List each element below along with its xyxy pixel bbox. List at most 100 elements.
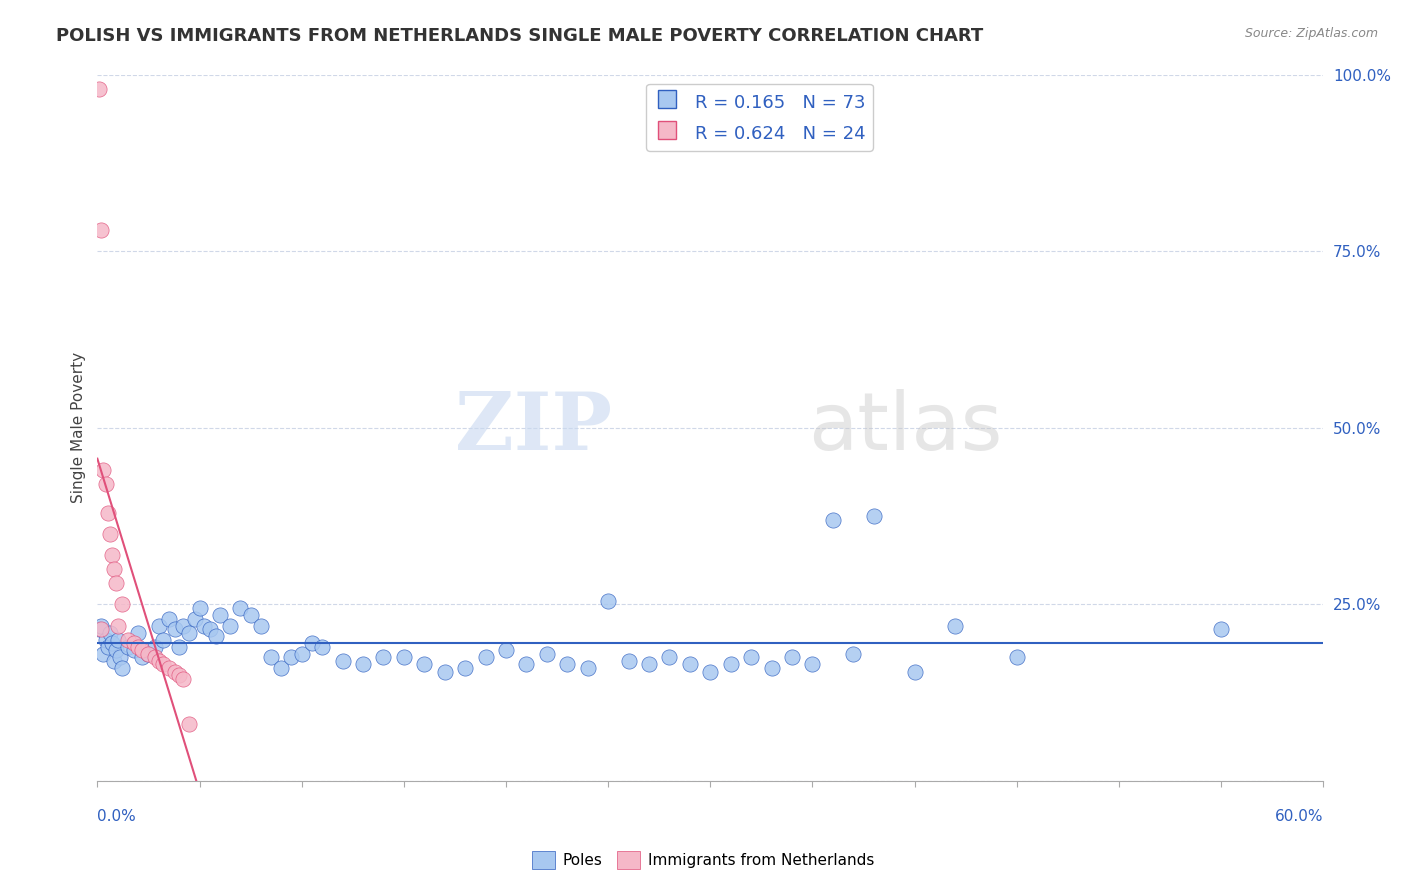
Point xyxy=(90,618,112,632)
Point xyxy=(89,622,111,636)
Point xyxy=(515,657,537,672)
Point xyxy=(152,657,174,672)
Point xyxy=(1211,622,1233,636)
Text: ZIP: ZIP xyxy=(456,389,612,467)
Point xyxy=(188,601,211,615)
Point xyxy=(138,647,160,661)
Point xyxy=(143,650,166,665)
Point xyxy=(658,650,681,665)
Point xyxy=(148,618,170,632)
Point xyxy=(352,657,374,672)
Text: POLISH VS IMMIGRANTS FROM NETHERLANDS SINGLE MALE POVERTY CORRELATION CHART: POLISH VS IMMIGRANTS FROM NETHERLANDS SI… xyxy=(56,27,983,45)
Point xyxy=(163,622,186,636)
Point xyxy=(90,622,112,636)
Point xyxy=(740,650,762,665)
Point xyxy=(107,632,129,647)
Point xyxy=(598,594,620,608)
Point xyxy=(179,625,201,640)
Point xyxy=(184,611,207,625)
Legend: R = 0.165   N = 73, R = 0.624   N = 24: R = 0.165 N = 73, R = 0.624 N = 24 xyxy=(645,84,873,151)
Point xyxy=(474,650,496,665)
Point xyxy=(842,647,865,661)
Point xyxy=(117,640,139,654)
Point xyxy=(576,661,599,675)
Point xyxy=(152,632,174,647)
Point xyxy=(699,665,721,679)
Point xyxy=(103,562,125,576)
Point xyxy=(104,643,127,657)
Point xyxy=(193,618,215,632)
Point xyxy=(179,717,201,731)
Point xyxy=(280,650,302,665)
Point xyxy=(167,668,190,682)
Point xyxy=(679,657,702,672)
Text: 60.0%: 60.0% xyxy=(1275,809,1323,824)
Point xyxy=(291,647,314,661)
Point xyxy=(311,640,333,654)
Point xyxy=(97,506,120,520)
Point xyxy=(332,654,354,668)
Point xyxy=(270,661,292,675)
Point xyxy=(107,618,129,632)
Point xyxy=(117,632,139,647)
Point xyxy=(205,629,228,643)
Point xyxy=(148,654,170,668)
Text: Source: ZipAtlas.com: Source: ZipAtlas.com xyxy=(1244,27,1378,40)
Point xyxy=(495,643,517,657)
Point xyxy=(157,661,180,675)
Point xyxy=(904,665,927,679)
Point xyxy=(617,654,640,668)
Point xyxy=(219,618,242,632)
Point xyxy=(413,657,436,672)
Point xyxy=(93,463,115,477)
Point xyxy=(122,643,145,657)
Text: atlas: atlas xyxy=(808,389,1002,467)
Point xyxy=(536,647,558,661)
Y-axis label: Single Male Poverty: Single Male Poverty xyxy=(72,352,86,503)
Point xyxy=(720,657,742,672)
Point xyxy=(167,640,190,654)
Point xyxy=(945,618,967,632)
Point xyxy=(157,611,180,625)
Point xyxy=(143,640,166,654)
Point xyxy=(260,650,283,665)
Point xyxy=(454,661,477,675)
Point xyxy=(131,650,153,665)
Point xyxy=(131,643,153,657)
Point xyxy=(122,636,145,650)
Point xyxy=(89,81,111,95)
Point xyxy=(229,601,252,615)
Point xyxy=(208,607,231,622)
Point xyxy=(98,625,121,640)
Point xyxy=(100,636,122,650)
Point xyxy=(433,665,456,679)
Point xyxy=(108,650,131,665)
Point xyxy=(111,661,134,675)
Point xyxy=(638,657,661,672)
Point xyxy=(801,657,824,672)
Point xyxy=(172,672,194,686)
Point xyxy=(249,618,271,632)
Point xyxy=(555,657,578,672)
Point xyxy=(93,647,115,661)
Point xyxy=(127,625,149,640)
Point xyxy=(373,650,395,665)
Point xyxy=(98,526,121,541)
Point xyxy=(198,622,221,636)
Point xyxy=(90,223,112,237)
Point xyxy=(104,576,127,591)
Point xyxy=(239,607,262,622)
Point xyxy=(100,548,122,562)
Point xyxy=(127,640,149,654)
Text: 0.0%: 0.0% xyxy=(97,809,136,824)
Point xyxy=(761,661,783,675)
Point xyxy=(780,650,803,665)
Point xyxy=(163,665,186,679)
Point xyxy=(111,598,134,612)
Legend: Poles, Immigrants from Netherlands: Poles, Immigrants from Netherlands xyxy=(526,845,880,875)
Point xyxy=(172,618,194,632)
Point xyxy=(301,636,323,650)
Point xyxy=(103,654,125,668)
Point xyxy=(1005,650,1028,665)
Point xyxy=(94,632,117,647)
